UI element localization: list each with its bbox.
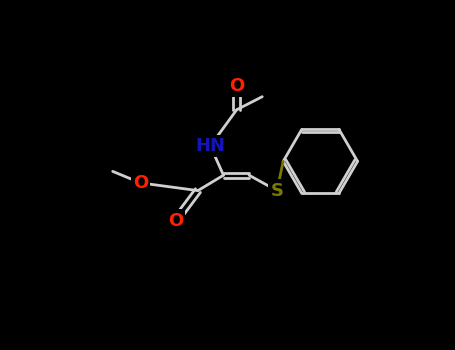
Text: O: O — [168, 212, 183, 230]
Text: O: O — [229, 77, 244, 95]
Text: S: S — [270, 182, 283, 199]
Text: O: O — [133, 174, 148, 192]
Text: HN: HN — [195, 137, 225, 155]
